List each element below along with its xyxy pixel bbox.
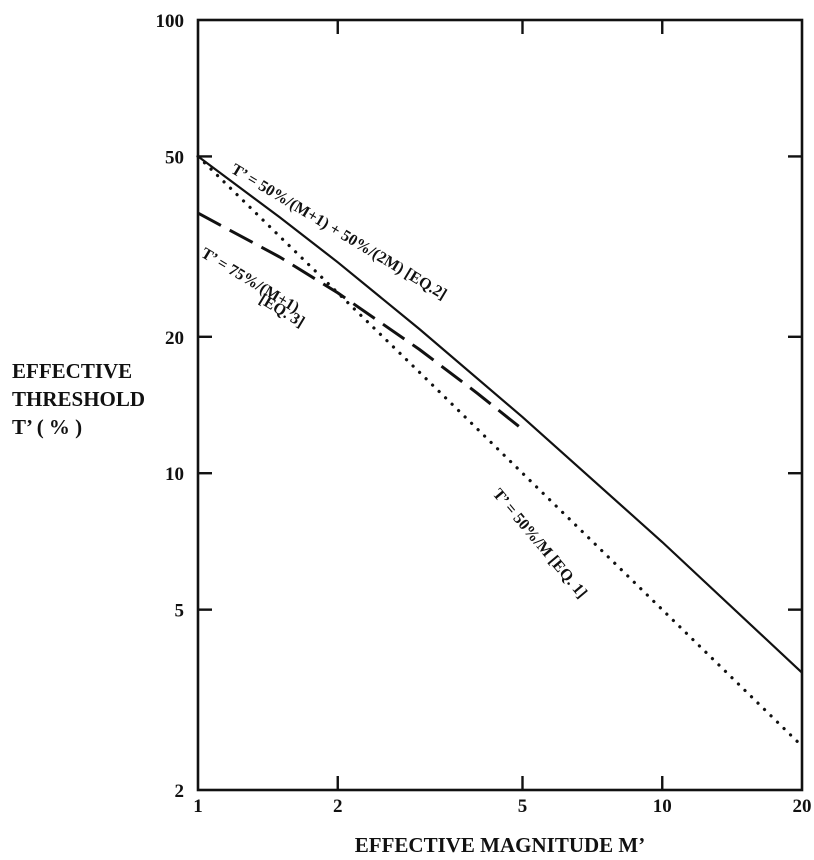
series-label-eq1: T’ = 50%/M [EQ. 1] (489, 486, 590, 602)
y-axis-title-line-2: THRESHOLD (12, 387, 145, 411)
y-tick-label: 20 (165, 328, 184, 349)
series-lines (196, 154, 804, 748)
series-line-eq2 (197, 155, 803, 674)
x-tick-label: 5 (518, 796, 528, 817)
plot-frame (196, 18, 804, 792)
y-tick-label: 2 (175, 781, 185, 802)
x-axis-ticks: 1 2 5 10 20 (193, 20, 812, 817)
series-line-eq3 (197, 211, 524, 431)
x-tick-label: 10 (653, 796, 672, 817)
series-line-eq1 (196, 154, 804, 748)
y-tick-label: 10 (165, 464, 184, 485)
x-tick-label: 2 (333, 796, 343, 817)
y-tick-label: 5 (175, 601, 185, 622)
y-axis-title-line-3: T’ ( % ) (12, 415, 82, 439)
x-tick-label: 20 (793, 796, 812, 817)
y-tick-label: 100 (156, 11, 185, 32)
x-axis-title: EFFECTIVE MAGNITUDE M’ (355, 833, 646, 857)
y-tick-label: 50 (165, 147, 184, 168)
x-tick-label: 1 (193, 796, 203, 817)
y-axis-ticks: 2 5 10 20 50 100 (156, 11, 802, 802)
y-axis-title-line-1: EFFECTIVE (12, 359, 132, 383)
